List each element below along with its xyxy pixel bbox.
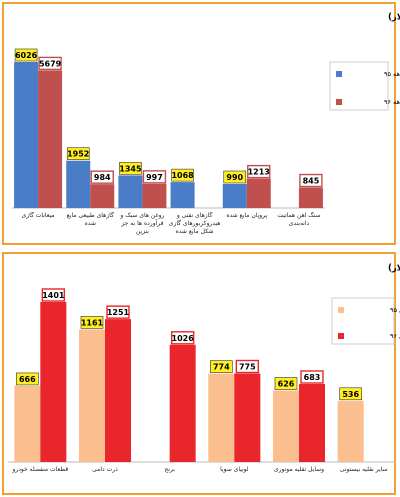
- bar: [118, 175, 143, 208]
- bar: [208, 373, 235, 462]
- x-tick-label: گازهای نفتی و هیدروکربورهای گازی شکل مای…: [168, 212, 221, 236]
- x-tick-label-box: لوبیای سویا: [220, 466, 249, 473]
- x-tick-label-box: ذرت دامی: [92, 466, 118, 473]
- value-label-box: [210, 360, 233, 373]
- panel: [2, 252, 396, 495]
- legend-swatch: [336, 99, 342, 105]
- x-tick-label-box: گازهای طبیعی مایع شده: [66, 212, 114, 228]
- x-tick-label: سایر نقلیه بیستونی: [339, 466, 388, 473]
- value-label: 775: [239, 362, 256, 371]
- bar: [273, 390, 299, 462]
- value-label-box: [142, 170, 167, 184]
- x-tick-label-box: میعانات گازی: [21, 212, 55, 219]
- value-label: 997: [146, 173, 163, 182]
- x-tick-label: ذرت دامی: [92, 466, 118, 473]
- x-tick-label-box: پروپان مایع شده: [226, 212, 268, 219]
- x-tick-label: روغن های سبک و فرآورده ها به جز بنزین: [120, 212, 165, 236]
- bar: [40, 302, 67, 462]
- bar: [66, 160, 91, 208]
- legend-swatch: [338, 333, 344, 339]
- x-tick-label: گازهای طبیعی مایع شده: [66, 212, 114, 228]
- value-label-box: [41, 288, 66, 302]
- x-tick-label: پروپان مایع شده: [226, 212, 268, 219]
- value-label: 1161: [81, 318, 104, 327]
- panel: [2, 2, 396, 245]
- value-label: 1952: [67, 150, 89, 159]
- value-label: 1213: [248, 168, 270, 177]
- value-label-box: [171, 168, 194, 182]
- value-label: 626: [278, 380, 295, 389]
- value-label: 666: [19, 375, 36, 384]
- bar: [337, 400, 364, 462]
- x-tick-label-box: سنگ آهن هماتیت دانه‌بندی: [277, 212, 321, 228]
- x-tick-label-box: سایر نقلیه بیستونی: [339, 466, 388, 473]
- value-label-box: [235, 359, 260, 374]
- value-label: 984: [94, 173, 111, 182]
- bar: [234, 373, 261, 462]
- bar: [170, 182, 195, 208]
- value-label-box: [119, 162, 142, 175]
- value-label-box: [170, 331, 195, 345]
- x-tick-label: وسایل نقلیه موتوری: [273, 466, 325, 473]
- x-tick-label: برنج: [164, 466, 175, 473]
- value-label-box: [106, 305, 130, 319]
- bar: [299, 383, 325, 462]
- legend-swatch: [336, 71, 342, 77]
- value-label: 774: [213, 363, 230, 372]
- bar: [14, 62, 39, 208]
- x-tick-label-box: قطعات منفصله خودرو: [12, 466, 69, 473]
- value-label-box: [247, 164, 271, 179]
- bar: [90, 184, 115, 208]
- x-tick-label-box: گازهای نفتی و هیدروکربورهای گازی شکل مای…: [168, 212, 221, 236]
- value-label: 683: [304, 373, 321, 382]
- bar: [79, 329, 105, 462]
- legend-label: ۱۰ ماهه سال ۹۶: [390, 332, 400, 340]
- x-tick-label-box: روغن های سبک و فرآورده ها به جز بنزین: [120, 212, 165, 236]
- bar: [246, 178, 271, 208]
- value-label-box: [339, 387, 362, 401]
- value-label-box: [66, 147, 90, 161]
- value-label: 1401: [42, 291, 65, 300]
- value-label: 1026: [172, 334, 195, 343]
- x-tick-label: قطعات منفصله خودرو: [12, 466, 69, 473]
- legend-label: ۱۰ماهه سال ۹۵: [390, 306, 400, 314]
- value-label: 536: [342, 390, 359, 399]
- chart-title: نمودار دو: مقایسه اقلام عمده صادراتی کشو…: [388, 13, 400, 23]
- value-label-box: [300, 370, 324, 384]
- value-label: 845: [303, 177, 320, 186]
- x-tick-label: سنگ آهن هماتیت دانه‌بندی: [277, 212, 321, 228]
- value-label-box: [223, 170, 247, 184]
- value-label-box: [299, 173, 323, 188]
- value-label-box: [80, 316, 104, 329]
- value-label: 5679: [39, 59, 62, 68]
- value-label-box: [16, 372, 39, 386]
- x-tick-label: لوبیای سویا: [220, 466, 249, 473]
- bar: [169, 344, 196, 462]
- bar: [14, 385, 41, 462]
- bar: [38, 70, 63, 209]
- x-tick-label-box: برنج: [164, 466, 175, 473]
- bar: [298, 187, 323, 208]
- value-label: 1345: [119, 164, 142, 173]
- value-label-box: [90, 170, 114, 184]
- legend-label: ۱۰ ماهه ۹۵: [384, 70, 400, 78]
- value-label: 6026: [15, 51, 38, 60]
- x-tick-label: میعانات گازی: [21, 212, 55, 219]
- value-label: 1251: [107, 308, 130, 317]
- chart-title: نمودار سه: مقایسه اقلام عمده وارداتی کشو…: [388, 264, 400, 274]
- value-label-box: [274, 377, 298, 390]
- x-tick-label-box: وسایل نقلیه موتوری: [273, 466, 325, 473]
- value-label-box: [38, 56, 62, 71]
- legend-swatch: [338, 307, 344, 313]
- value-label: 990: [226, 173, 243, 182]
- bar: [105, 319, 131, 462]
- value-label-box: [14, 48, 38, 62]
- bar: [142, 183, 167, 208]
- bar: [222, 184, 247, 208]
- value-label: 1068: [171, 171, 194, 180]
- legend-label: ۱۰ ماهه ۹۶: [384, 98, 400, 106]
